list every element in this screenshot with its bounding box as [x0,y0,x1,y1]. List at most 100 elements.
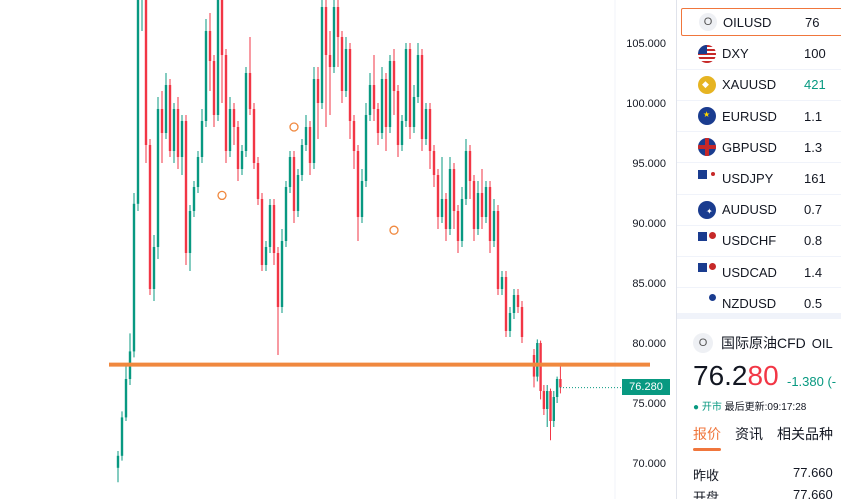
candle-up [440,157,444,223]
event-marker[interactable] [289,122,299,132]
candle-up [555,376,559,403]
candle-down [376,103,380,145]
event-marker[interactable] [389,225,399,235]
price-axis-label: 100.000 [626,98,666,110]
candle-up [512,289,516,319]
candle-down [248,37,252,115]
detail-tabs: 报价 资讯 相关品种 [693,424,841,444]
candle-down [504,271,508,337]
candle-up [152,235,156,301]
panel-divider [677,313,841,319]
candle-down [520,301,524,343]
price-axis-label: 90.000 [632,218,666,230]
candle-down [468,145,472,199]
candle-up [536,339,539,382]
candle-down [184,115,188,265]
candle-up [464,139,468,205]
candle-down [232,103,236,145]
au-flag-icon [698,200,716,219]
candle-down [532,349,536,388]
candle-up [300,139,304,181]
watchlist-item-usdchf[interactable]: USDCHF 0.8 [681,226,841,255]
candle-up [200,109,204,163]
candle-down [452,163,456,229]
candle-up [216,0,220,121]
candle-down [549,388,552,441]
price-axis-label: 85.000 [632,278,666,290]
tab-news[interactable]: 资讯 [735,426,763,442]
last-price-highlight: 80 [747,360,779,391]
watchlist-symbol: USDCAD [722,264,777,280]
candlestick-chart[interactable]: 105.000 100.000 95.000 90.000 85.000 80.000 75… [0,0,676,499]
gold-icon [698,75,716,94]
watchlist-value: 0.7 [804,202,823,218]
candle-down [472,175,476,241]
candle-down [542,385,546,415]
watchlist-item-usdcad[interactable]: USDCAD 1.4 [681,258,841,287]
candle-down [256,157,260,205]
candle-up [244,67,248,157]
candle-up [132,193,136,358]
candle-up [268,199,272,253]
watchlist-item-usdjpy[interactable]: USDJPY 161 [681,164,841,193]
candle-down [252,103,256,169]
candle-up [552,391,555,427]
price-axis-label: 105.000 [626,38,666,50]
price-chart[interactable]: 105.000 100.000 95.000 90.000 85.000 80.000 75… [0,0,676,499]
row-separator [677,255,841,257]
candle-up [280,229,284,313]
candle-down [336,0,340,67]
watchlist-value: 0.5 [804,295,823,311]
candle-up [344,37,348,97]
candle-up [508,307,512,337]
row-separator [677,162,841,164]
watchlist-symbol: OILUSD [723,14,772,30]
row-separator [677,99,841,101]
candle-down [168,79,172,157]
candle-down [176,97,180,169]
candle-up [404,43,408,127]
candle-up [484,181,488,223]
candle-down [516,289,520,313]
candle-down [316,67,320,139]
candle-down [559,364,562,394]
watchlist-item-oilusd[interactable]: O OILUSD 76 [681,8,841,36]
candle-up [388,55,392,133]
candle-down [276,247,280,355]
price-change: -1.380 (- [787,374,837,389]
watchlist-item-nzdusd[interactable]: NZDUSD 0.5 [681,289,841,318]
us-ch-flag-icon [698,230,717,250]
watchlist-item-gbpusd[interactable]: GBPUSD 1.3 [681,133,841,162]
candle-down [408,43,412,139]
price-axis-label: 80.000 [632,338,666,350]
watchlist-symbol: AUDUSD [722,202,777,218]
event-marker[interactable] [217,190,227,201]
candle-down [392,49,396,115]
candle-down [356,145,360,241]
candle-up [320,0,324,109]
candle-up [312,67,316,169]
candle-down [456,205,460,253]
oil-icon: O [699,13,717,31]
watchlist-item-xauusd[interactable]: XAUUSD 421 [681,70,841,99]
candle-down [272,199,276,265]
row-separator [677,224,841,226]
watchlist-symbol: USDJPY [722,171,774,186]
candle-down [396,85,400,157]
tab-related[interactable]: 相关品种 [777,426,833,442]
watchlist-item-eurusd[interactable]: EURUSD 1.1 [681,102,841,131]
watchlist-symbol: EURUSD [722,108,777,124]
oil-icon: O [693,333,713,353]
watchlist-item-dxy[interactable]: DXY 100 [681,39,841,68]
candle-up [196,151,200,193]
candle-up [116,451,120,483]
candle-up [284,181,288,247]
candle-down [444,193,448,241]
watchlist-item-audusd[interactable]: AUDUSD 0.7 [681,195,841,224]
right-panel: O OILUSD 76 DXY 100 XAUUSD 421 EURUSD 1.1 GBPUSD 1… [676,0,841,499]
status-dot-icon: ● [693,402,700,413]
candle-up [424,103,428,145]
candle-up [164,73,168,139]
us-ca-flag-icon [698,262,717,281]
tab-quote[interactable]: 报价 [693,426,721,442]
